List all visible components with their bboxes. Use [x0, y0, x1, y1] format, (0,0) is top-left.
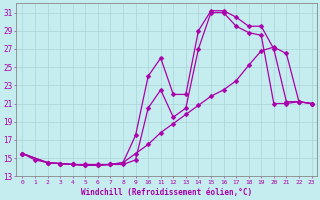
X-axis label: Windchill (Refroidissement éolien,°C): Windchill (Refroidissement éolien,°C) [81, 188, 252, 197]
